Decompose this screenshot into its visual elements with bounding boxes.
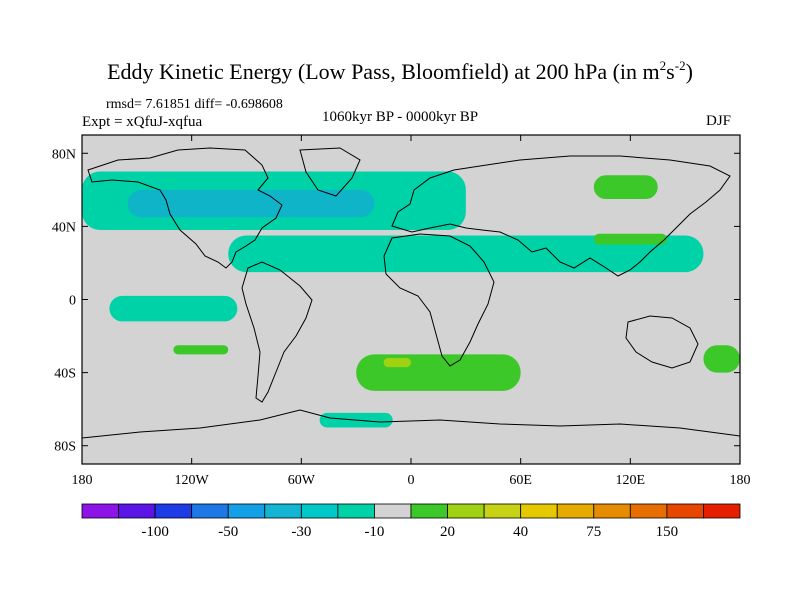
stats-label: rmsd= 7.61851 diff= -0.698608 — [106, 97, 283, 112]
colorbar-label: 150 — [656, 524, 679, 540]
coastline-layer — [81, 147, 741, 439]
x-tick-label: 120W — [175, 473, 210, 488]
colorbar-swatch — [447, 503, 485, 519]
colorbar-swatch — [264, 503, 302, 519]
axis-ticks: 180 120W 60W 0 60E 120E 180 80N 40N 0 40S 80S — [52, 135, 751, 488]
contour-region — [356, 354, 521, 391]
colorbar-swatch — [410, 503, 448, 519]
colorbar-swatch — [81, 503, 119, 519]
colorbar-label: -100 — [141, 524, 169, 540]
colorbar-swatch — [629, 503, 668, 519]
contour-region — [173, 345, 229, 355]
map-title: Eddy Kinetic Energy (Low Pass, Bloomfiel… — [107, 58, 693, 84]
colorbar-label: 20 — [440, 524, 455, 540]
colorbar-label: -30 — [291, 524, 311, 540]
colorbar-swatch — [556, 503, 595, 519]
coastline-south-america — [241, 261, 313, 403]
colorbar-swatch — [154, 503, 193, 519]
x-tick-label: 60W — [288, 473, 316, 488]
coastline-australia — [625, 315, 699, 369]
colorbar-swatch — [118, 503, 156, 519]
y-tick-label: 0 — [69, 294, 76, 309]
colorbar-swatch — [191, 503, 229, 519]
colorbar-swatch — [520, 503, 558, 519]
season-label: DJF — [706, 113, 732, 129]
colorbar-swatch — [593, 503, 631, 519]
contour-region — [383, 357, 411, 368]
experiment-label: Expt = xQfuJ-xqfua — [82, 114, 203, 130]
contour-region — [703, 345, 740, 373]
colorbar-swatch — [227, 503, 266, 519]
x-tick-label: 180 — [72, 473, 93, 488]
colorbar: -100 -50 -30 -10 20 40 75 150 — [81, 503, 741, 540]
contour-region — [593, 233, 667, 245]
colorbar-swatch — [300, 503, 339, 519]
colorbar-label: 40 — [513, 524, 528, 540]
colorbar-label: 75 — [586, 524, 601, 540]
coastline-north-america — [87, 147, 283, 269]
coastline-greenland — [299, 147, 361, 197]
y-tick-label: 40N — [52, 220, 76, 235]
y-tick-label: 80N — [52, 147, 76, 162]
colorbar-swatch — [483, 503, 522, 519]
contour-region — [593, 175, 658, 199]
colorbar-label: -50 — [218, 524, 238, 540]
contour-region — [127, 189, 375, 218]
contour-region — [228, 235, 704, 273]
coastline-africa — [383, 233, 495, 367]
period-label: 1060kyr BP - 0000kyr BP — [322, 109, 479, 125]
colorbar-swatch — [703, 503, 741, 519]
x-tick-label: 180 — [730, 473, 751, 488]
x-tick-label: 60E — [509, 473, 532, 488]
colorbar-swatch — [666, 503, 704, 519]
coastline-antarctica — [81, 409, 741, 439]
contour-region — [109, 295, 238, 322]
contour-layer — [82, 171, 740, 428]
colorbar-swatch — [374, 503, 412, 519]
x-tick-label: 0 — [408, 473, 415, 488]
y-tick-label: 80S — [54, 440, 76, 455]
x-tick-label: 120E — [616, 473, 646, 488]
colorbar-label: -10 — [364, 524, 384, 540]
y-tick-label: 40S — [54, 367, 76, 382]
colorbar-swatch — [337, 503, 375, 519]
coastline-eurasia — [391, 155, 731, 277]
